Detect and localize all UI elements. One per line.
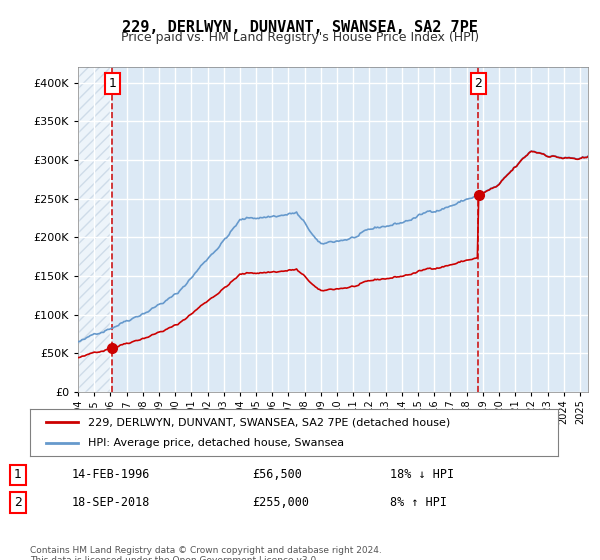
Text: 18% ↓ HPI: 18% ↓ HPI — [390, 468, 454, 482]
Bar — [78, 67, 112, 392]
Text: 1: 1 — [14, 468, 22, 482]
Text: £255,000: £255,000 — [252, 496, 309, 509]
Text: 8% ↑ HPI: 8% ↑ HPI — [390, 496, 447, 509]
Text: 1: 1 — [109, 77, 116, 90]
Text: Contains HM Land Registry data © Crown copyright and database right 2024.
This d: Contains HM Land Registry data © Crown c… — [30, 546, 382, 560]
Text: 2: 2 — [474, 77, 482, 90]
Text: 14-FEB-1996: 14-FEB-1996 — [72, 468, 151, 482]
Text: HPI: Average price, detached house, Swansea: HPI: Average price, detached house, Swan… — [88, 438, 344, 448]
Text: £56,500: £56,500 — [252, 468, 302, 482]
Text: 18-SEP-2018: 18-SEP-2018 — [72, 496, 151, 509]
Text: 2: 2 — [14, 496, 22, 509]
Text: Price paid vs. HM Land Registry's House Price Index (HPI): Price paid vs. HM Land Registry's House … — [121, 31, 479, 44]
Text: 229, DERLWYN, DUNVANT, SWANSEA, SA2 7PE (detached house): 229, DERLWYN, DUNVANT, SWANSEA, SA2 7PE … — [88, 417, 451, 427]
Text: 229, DERLWYN, DUNVANT, SWANSEA, SA2 7PE: 229, DERLWYN, DUNVANT, SWANSEA, SA2 7PE — [122, 20, 478, 35]
